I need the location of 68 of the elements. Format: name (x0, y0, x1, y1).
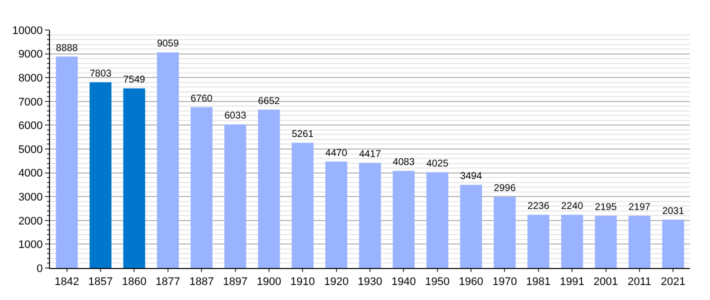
bar (359, 162, 381, 268)
y-tick-label: 2000 (18, 215, 43, 228)
y-tick-label: 10000 (12, 24, 43, 37)
bar (460, 184, 482, 268)
x-tick-label: 2021 (660, 276, 686, 288)
y-tick-label: 6000 (18, 120, 43, 132)
x-tick-label: 1877 (156, 276, 180, 288)
x-tick-label: 1842 (54, 276, 80, 288)
bar (527, 214, 550, 268)
x-tick-label: 1860 (122, 276, 146, 288)
x-tick-label: 1900 (256, 276, 282, 288)
data-label: 6033 (224, 110, 247, 122)
y-tick-label: 5000 (18, 144, 43, 156)
data-label: 4470 (325, 148, 348, 159)
bar (494, 196, 516, 268)
x-tick-label: 2001 (594, 276, 618, 288)
data-label: 9059 (156, 38, 179, 50)
x-tick-label: 1981 (526, 276, 551, 288)
bar (594, 216, 617, 268)
bar (426, 172, 448, 268)
y-tick-label: 1000 (18, 239, 43, 252)
data-label: 6760 (190, 93, 214, 104)
x-tick-label: 1930 (358, 276, 382, 288)
x-tick-label: 1970 (492, 276, 517, 288)
y-tick-label: 4000 (18, 168, 43, 180)
data-label: 4025 (426, 158, 449, 170)
bar (56, 56, 78, 268)
bar (628, 216, 650, 268)
x-tick-label: 1940 (391, 276, 416, 288)
data-label: 2240 (561, 201, 584, 212)
bar (156, 52, 179, 268)
y-tick-label: 0 (36, 262, 43, 275)
data-label: 2236 (527, 201, 550, 212)
data-label: 8888 (56, 42, 78, 54)
x-tick-label: 1920 (324, 276, 349, 288)
data-label: 6652 (258, 96, 280, 107)
bar (292, 142, 314, 268)
x-tick-label: 1950 (425, 276, 450, 288)
bar (90, 82, 112, 268)
data-label: 2195 (594, 202, 618, 214)
y-tick-label: 7000 (18, 96, 43, 108)
data-label: 4083 (392, 157, 416, 168)
bar (561, 214, 584, 268)
data-label: 2031 (662, 206, 684, 217)
data-label: 2197 (628, 202, 650, 214)
bar (662, 220, 684, 268)
x-tick-label: 1960 (458, 276, 484, 288)
x-tick-label: 1991 (560, 276, 584, 288)
bar (392, 170, 415, 268)
data-label: 2996 (494, 183, 516, 194)
data-label: 4417 (359, 149, 381, 160)
bar (258, 110, 280, 268)
x-tick-label: 1897 (223, 276, 248, 288)
x-tick-label: 1910 (290, 276, 315, 288)
x-tick-label: 1887 (189, 276, 214, 288)
y-tick-label: 8000 (18, 72, 43, 84)
y-tick-label: 9000 (18, 48, 43, 61)
bar (224, 124, 246, 268)
x-tick-label: 1857 (88, 276, 113, 288)
y-tick-label: 3000 (18, 191, 43, 204)
bar (325, 162, 348, 268)
bar (190, 107, 213, 268)
data-label: 5261 (292, 129, 314, 140)
bar (123, 88, 146, 268)
data-label: 7549 (123, 74, 146, 86)
data-label: 7803 (90, 68, 112, 80)
data-label: 3494 (460, 171, 483, 182)
x-tick-label: 2011 (628, 276, 652, 288)
